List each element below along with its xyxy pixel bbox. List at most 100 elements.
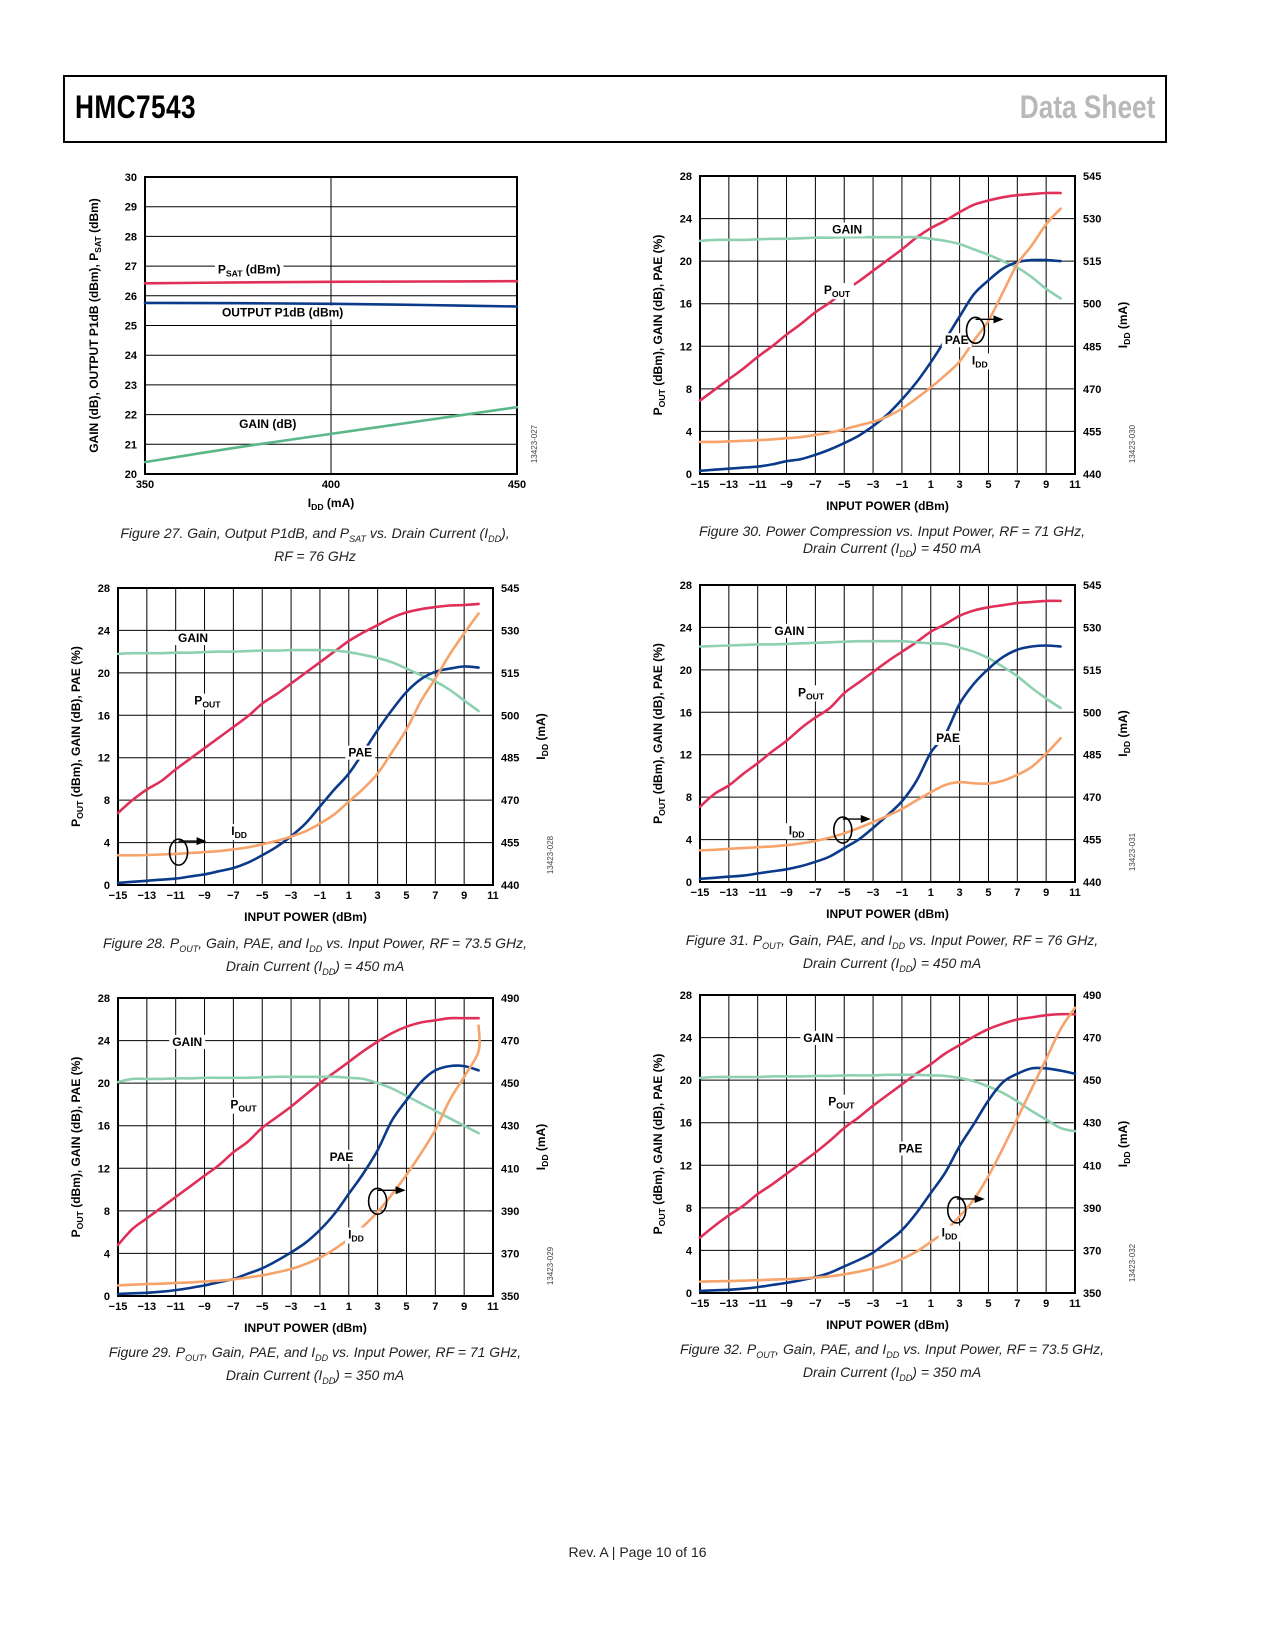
series-line-idd xyxy=(116,1024,481,1287)
annotation-bg xyxy=(800,1030,837,1045)
y2-tick-label: 410 xyxy=(1083,1160,1101,1172)
y-tick-label: 16 xyxy=(680,299,692,311)
y2-tick-label: 530 xyxy=(1083,214,1101,226)
x-tick-label: −7 xyxy=(809,479,822,491)
x-tick-label: −15 xyxy=(109,1301,128,1313)
caption-fig28: Figure 28. POUT, Gain, PAE, and IDD vs. … xyxy=(102,935,528,977)
x-tick-label: 1 xyxy=(346,890,352,902)
x-tick-label: −11 xyxy=(167,1301,185,1313)
annotation-bg xyxy=(771,623,808,638)
y2-tick-label: 350 xyxy=(501,1291,519,1303)
series-line-idd xyxy=(698,207,1062,444)
y-tick-label: 28 xyxy=(98,583,110,595)
plot-frame xyxy=(144,176,518,475)
arrow-right-icon xyxy=(395,1186,406,1195)
y-tick-label: 24 xyxy=(125,350,138,362)
annotation-label: OUTPUT P1dB (dBm) xyxy=(222,306,343,320)
annotation-bg xyxy=(326,1149,357,1164)
x-tick-label: 9 xyxy=(1043,1298,1049,1310)
y-tick-label: 12 xyxy=(680,341,692,353)
annotation-bg xyxy=(214,262,284,279)
x-tick-label: −1 xyxy=(896,479,909,491)
y-axis-label: POUT (dBm), GAIN (dB), PAE (%) xyxy=(69,1057,85,1238)
annotation-label: GAIN xyxy=(803,1031,833,1045)
x-tick-label: 7 xyxy=(1014,1298,1020,1310)
caption-fig30: Figure 30. Power Compression vs. Input P… xyxy=(698,523,1086,559)
annotation-bg xyxy=(227,1097,261,1114)
x-tick-label: 3 xyxy=(375,890,381,902)
y-tick-label: 16 xyxy=(98,1121,110,1133)
x-tick-label: −5 xyxy=(256,1301,269,1313)
y2-axis-label: IDD (mA) xyxy=(1116,302,1132,348)
y-axis-label: POUT (dBm), GAIN (dB), PAE (%) xyxy=(651,643,667,824)
y2-tick-label: 430 xyxy=(501,1121,519,1133)
annotation-label: POUT xyxy=(798,685,825,701)
annotation-bg xyxy=(933,730,963,745)
annotation-label: GAIN xyxy=(774,624,804,638)
annotation-label: POUT xyxy=(824,283,851,299)
x-tick-label: −13 xyxy=(720,1298,739,1310)
y-tick-label: 20 xyxy=(680,1075,692,1087)
y2-tick-label: 430 xyxy=(1083,1118,1101,1130)
y-tick-label: 21 xyxy=(125,439,137,451)
y-axis-label: POUT (dBm), GAIN (dB), PAE (%) xyxy=(69,646,85,827)
y2-tick-label: 410 xyxy=(501,1163,519,1175)
y2-tick-label: 500 xyxy=(501,710,519,722)
x-tick-label: 450 xyxy=(508,479,526,491)
x-tick-label: −13 xyxy=(720,887,739,899)
series-line-pae xyxy=(116,1064,480,1296)
caption-fig27: Figure 27. Gain, Output P1dB, and PSAT v… xyxy=(120,525,510,564)
y2-tick-label: 545 xyxy=(1083,580,1101,592)
series-line-gain xyxy=(698,235,1062,300)
series-line-idd xyxy=(698,1006,1077,1283)
annotation-bg xyxy=(169,1034,206,1049)
x-tick-label: 11 xyxy=(1069,1298,1081,1310)
x-tick-label: 11 xyxy=(1069,887,1081,899)
x-axis-label: INPUT POWER (dBm) xyxy=(826,907,949,921)
y-tick-label: 28 xyxy=(125,231,137,243)
x-tick-label: 350 xyxy=(136,479,154,491)
y-tick-label: 4 xyxy=(104,1248,111,1260)
annotation-bg xyxy=(345,745,376,760)
x-axis-label: IDD (mA) xyxy=(308,496,354,512)
series-line-gain xyxy=(116,648,480,713)
page-header: HMC7543 Data Sheet xyxy=(63,75,1167,143)
annotation-bg xyxy=(228,824,251,841)
y-tick-label: 22 xyxy=(125,410,137,422)
annotation-label: PAE xyxy=(899,1142,923,1156)
series-line-pae xyxy=(698,1066,1077,1293)
x-tick-label: 11 xyxy=(1069,479,1081,491)
caption-fig32: Figure 32. POUT, Gain, PAE, and IDD vs. … xyxy=(679,1341,1105,1383)
y-tick-label: 25 xyxy=(125,321,137,333)
x-tick-label: −5 xyxy=(256,890,269,902)
y-tick-label: 8 xyxy=(686,1203,692,1215)
idd-axis-marker-ellipse xyxy=(832,816,853,844)
annotation-bg xyxy=(191,693,225,710)
arrow-right-icon xyxy=(974,1194,985,1203)
plot-frame xyxy=(117,587,494,886)
x-axis-label: INPUT POWER (dBm) xyxy=(244,1321,367,1335)
series-line-gain-db xyxy=(143,405,519,464)
y2-tick-label: 500 xyxy=(1083,707,1101,719)
x-tick-label: 7 xyxy=(432,1301,438,1313)
annotation-bg xyxy=(825,1094,859,1111)
idd-axis-marker-ellipse xyxy=(168,838,189,866)
annotation-label: IDD xyxy=(348,1228,364,1244)
y-tick-label: 26 xyxy=(125,291,137,303)
x-tick-label: −15 xyxy=(109,890,128,902)
y2-tick-label: 530 xyxy=(501,625,519,637)
y-tick-label: 24 xyxy=(680,214,693,226)
x-tick-label: −9 xyxy=(780,887,793,899)
annotation-bg xyxy=(236,416,300,431)
y2-tick-label: 450 xyxy=(501,1078,519,1090)
y-tick-label: 28 xyxy=(680,990,692,1002)
y-tick-label: 20 xyxy=(680,256,692,268)
y-axis-label: POUT (dBm), GAIN (dB), PAE (%) xyxy=(651,235,667,416)
series-line-pae xyxy=(116,665,480,885)
y-tick-label: 8 xyxy=(104,1206,110,1218)
y-tick-label: 16 xyxy=(680,1118,692,1130)
annotation-bg xyxy=(175,631,211,646)
y-tick-label: 20 xyxy=(98,1078,110,1090)
